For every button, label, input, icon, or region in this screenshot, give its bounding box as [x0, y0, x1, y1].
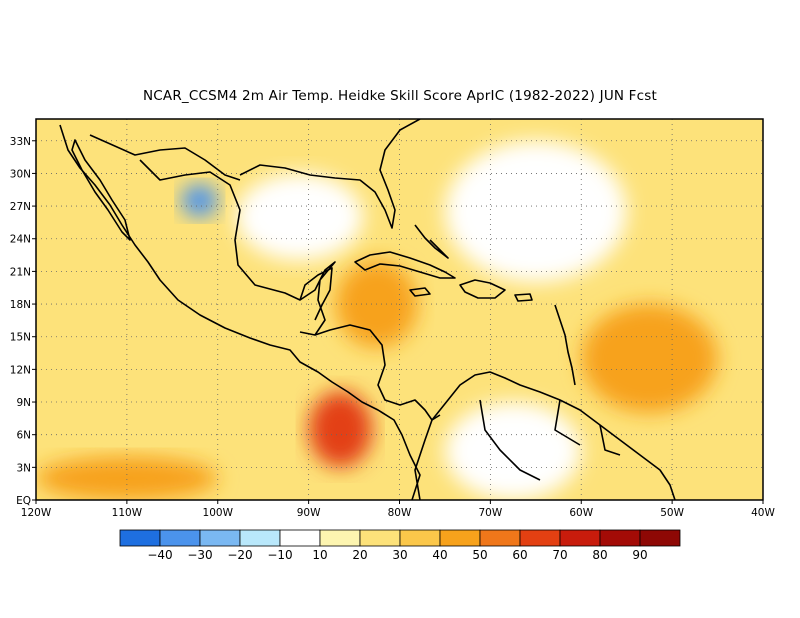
- colorbar-label: 20: [352, 548, 367, 562]
- lat-tick-label: 9N: [16, 397, 31, 409]
- colorbar-swatch: [119, 529, 161, 547]
- lon-tick-label: 50W: [660, 507, 684, 519]
- colorbar-label: 40: [432, 548, 447, 562]
- lat-tick-label: EQ: [16, 495, 31, 507]
- coastline-south-america: [414, 371, 676, 500]
- colorbar-swatch: [199, 529, 241, 547]
- lon-tick-label: 120W: [21, 507, 52, 519]
- lat-tick-label: 30N: [10, 168, 31, 180]
- lon-tick-label: 90W: [297, 507, 321, 519]
- colorbar-label: −10: [267, 548, 292, 562]
- colorbar: −40 −30 −20 −10 10 20 30 40 50 60 70 80 90: [119, 529, 681, 562]
- longitude-axis: 120W 110W 100W 90W 80W 70W 60W 50W 40W: [21, 500, 775, 519]
- lat-tick-label: 6N: [16, 430, 31, 442]
- lon-tick-label: 100W: [203, 507, 234, 519]
- coastlines: [59, 119, 676, 500]
- lat-tick-label: 21N: [10, 266, 31, 278]
- coastline-gulf: [139, 119, 421, 336]
- colorbar-swatch: [559, 529, 601, 547]
- coastline-pacific-mexico: [59, 124, 421, 500]
- colorbar-label: 80: [592, 548, 607, 562]
- lon-tick-label: 40W: [751, 507, 775, 519]
- lat-tick-label: 15N: [10, 332, 31, 344]
- coastline-caribbean-central: [314, 324, 441, 421]
- lon-tick-label: 80W: [388, 507, 412, 519]
- colorbar-label: 70: [552, 548, 567, 562]
- colorbar-label: 30: [392, 548, 407, 562]
- colorbar-label: −20: [227, 548, 252, 562]
- colorbar-swatch: [599, 529, 641, 547]
- lon-tick-label: 70W: [479, 507, 503, 519]
- coastline-jamaica: [409, 287, 431, 297]
- colorbar-swatch: [519, 529, 561, 547]
- coastline-lesser-antilles: [554, 304, 576, 386]
- field-region-atlantic-north-neutral: [444, 140, 627, 283]
- coastline-cuba: [354, 251, 456, 279]
- field-region-south-america-interior: [444, 402, 582, 500]
- colorbar-label: 60: [512, 548, 527, 562]
- colorbar-swatch: [279, 529, 321, 547]
- colorbar-label: 90: [632, 548, 647, 562]
- lon-tick-label: 110W: [112, 507, 143, 519]
- field-region-mexico-north-negative: [181, 184, 218, 217]
- field-region-gulf-of-mexico: [235, 173, 364, 261]
- lat-tick-label: 24N: [10, 234, 31, 246]
- field-region-atlantic-east: [581, 304, 718, 413]
- lat-tick-label: 33N: [10, 136, 31, 148]
- lat-tick-label: 12N: [10, 364, 31, 376]
- colorbar-swatch: [639, 529, 681, 547]
- field-region-pacific-south-band: [36, 456, 218, 500]
- colorbar-swatch: [319, 529, 361, 547]
- colorbar-swatch: [399, 529, 441, 547]
- coastline-hispaniola: [459, 279, 506, 299]
- colorbar-swatch: [439, 529, 481, 547]
- coastline-puerto-rico: [514, 293, 533, 302]
- colorbar-label: 50: [472, 548, 487, 562]
- colorbar-label: 10: [312, 548, 327, 562]
- colorbar-swatch: [359, 529, 401, 547]
- colorbar-swatch: [239, 529, 281, 547]
- map-title: NCAR_CCSM4 2m Air Temp. Heidke Skill Sco…: [142, 88, 658, 104]
- border-south-america: [479, 399, 621, 481]
- lon-tick-label: 60W: [569, 507, 593, 519]
- lat-tick-label: 18N: [10, 299, 31, 311]
- coastline-baja: [71, 139, 131, 241]
- field-region-central-america-pacific-max: [308, 391, 373, 468]
- coastline-yucatan: [299, 267, 333, 321]
- latitude-axis: 33N 30N 27N 24N 21N 18N 15N 12N 9N 6N 3N EQ: [10, 136, 36, 507]
- lat-tick-label: 3N: [16, 462, 31, 474]
- lat-tick-label: 27N: [10, 201, 31, 213]
- colorbar-swatch: [159, 529, 201, 547]
- border-us-mexico: [89, 134, 241, 181]
- colorbar-label: −30: [187, 548, 212, 562]
- colorbar-label: −40: [147, 548, 172, 562]
- colorbar-swatch: [479, 529, 521, 547]
- graticule: [36, 119, 763, 500]
- coastline-bahamas: [414, 224, 449, 259]
